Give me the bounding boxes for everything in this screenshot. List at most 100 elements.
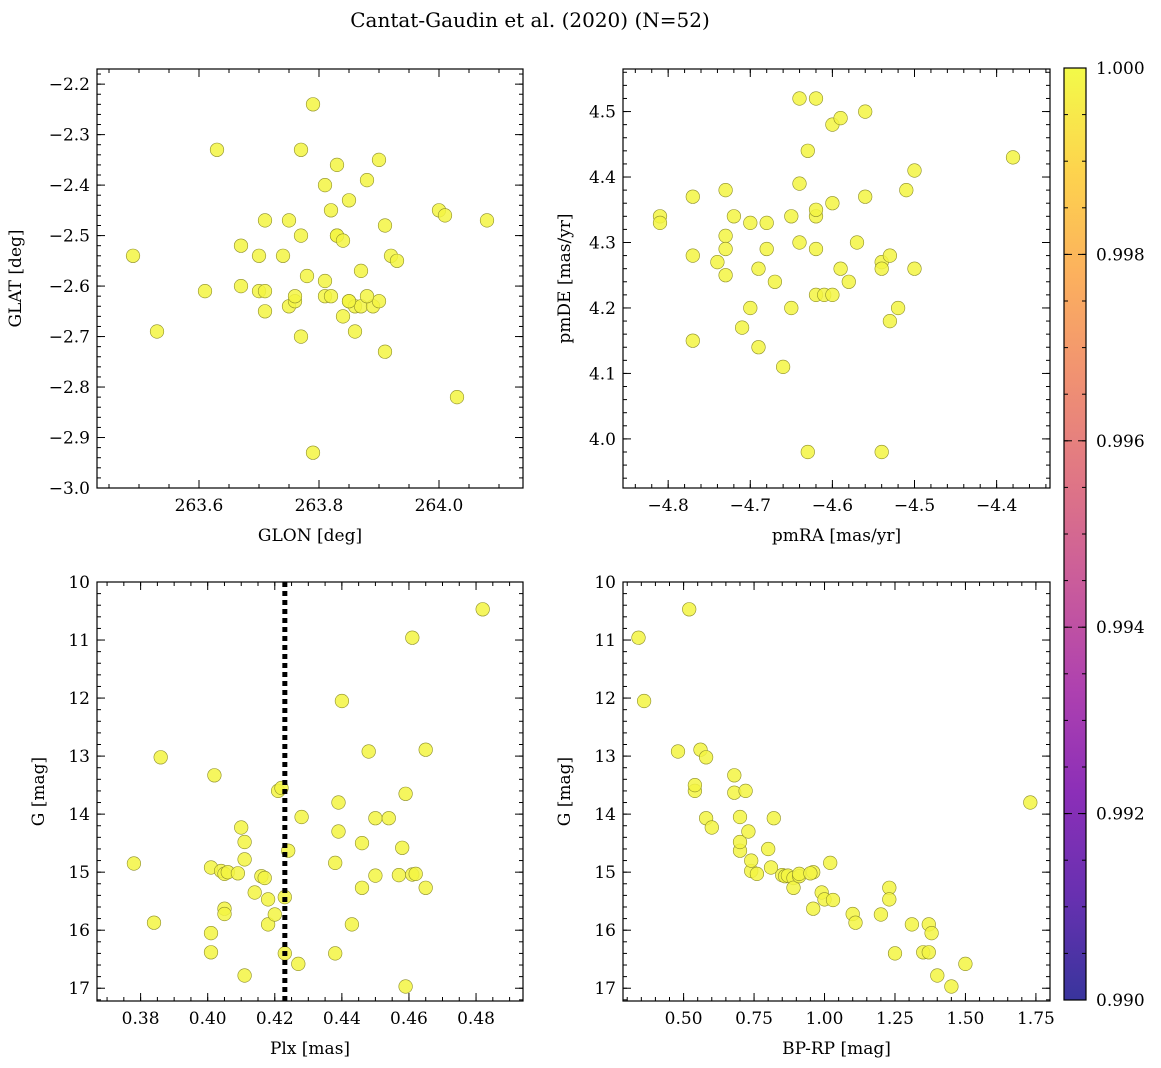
sky-ytick-label: −2.2 <box>49 75 90 95</box>
plx-point-35 <box>354 880 370 895</box>
pm-axes-frame <box>622 68 1051 489</box>
plx-point-28 <box>294 809 309 825</box>
pm-point-35 <box>825 196 840 211</box>
plx-point-30 <box>328 946 343 961</box>
sky-point-17 <box>293 228 309 243</box>
plots: 263.6 263.8 264.0 −3.0 −2.9 −2.8 −2.7 −2.6 −2.5 −… <box>6 68 1055 1059</box>
plx-ticks <box>97 581 523 1001</box>
pm-point-46 <box>882 314 898 329</box>
cmd-point-49 <box>1023 795 1038 810</box>
plx-axes-frame <box>96 581 524 1002</box>
pm-point-1 <box>652 215 668 230</box>
sky-point-11 <box>275 248 291 263</box>
plx-point-47 <box>418 742 433 757</box>
plx-panel: 0.38 0.40 0.42 0.44 0.46 0.48 10 11 12 13 14 15 16 17… <box>29 573 524 1059</box>
cmd-ylabel: G [mag] <box>555 757 575 826</box>
cmd-point-44 <box>921 945 936 960</box>
sky-point-4 <box>233 238 249 253</box>
cmd-point-5 <box>687 777 703 793</box>
plx-point-37 <box>368 868 383 883</box>
pm-xtick-label: −4.7 <box>730 496 771 516</box>
sky-ytick-label: −2.9 <box>49 429 90 449</box>
cmd-point-10 <box>727 768 742 783</box>
plx-xtick-label: 0.40 <box>189 1009 227 1029</box>
plx-point-45 <box>405 630 420 645</box>
sky-point-19 <box>299 268 315 284</box>
cmd-point-14 <box>732 809 748 825</box>
pm-point-39 <box>849 235 865 250</box>
pm-point-26 <box>800 444 815 460</box>
cmd-ticks <box>623 581 1051 1001</box>
cmd-xtick-label: 0.75 <box>735 1009 773 1029</box>
sky-point-38 <box>359 173 375 188</box>
colorbar-tick-label: 0.994 <box>1096 618 1145 638</box>
sky-point-15 <box>287 289 303 304</box>
plx-point-31 <box>331 824 346 839</box>
cmd-point-16 <box>741 824 756 839</box>
sky-point-40 <box>371 294 387 309</box>
cmd-point-19 <box>749 866 765 882</box>
pm-point-19 <box>775 359 791 375</box>
colorbar: 0.990 0.992 0.994 0.996 0.998 1.000 <box>1063 59 1145 1011</box>
sky-point-18 <box>293 142 309 157</box>
plx-ytick-label: 16 <box>68 921 90 941</box>
sky-ytick-label: −2.4 <box>49 176 90 196</box>
pm-point-28 <box>808 241 824 257</box>
pm-ytick-label: 4.1 <box>589 364 616 384</box>
pm-point-34 <box>825 287 840 303</box>
cmd-point-0 <box>631 630 646 645</box>
plx-point-12 <box>234 820 249 835</box>
colorbar-tick-label: 0.992 <box>1096 805 1145 825</box>
pm-panel: −4.8 −4.7 −4.6 −4.5 −4.4 4.0 4.1 4.2 4.3 4.4 4.5 pm… <box>555 68 1051 546</box>
plx-point-6 <box>207 768 222 783</box>
plx-point-29 <box>328 855 343 871</box>
cmd-xtick-label: 1.00 <box>806 1009 844 1029</box>
pm-point-38 <box>841 274 856 289</box>
sky-point-21 <box>305 445 321 460</box>
sky-point-37 <box>353 263 369 279</box>
sky-point-23 <box>317 273 333 289</box>
cmd-point-40 <box>887 946 903 961</box>
plx-point-13 <box>237 968 252 983</box>
sky-ytick-label: −2.5 <box>49 227 90 247</box>
plx-point-46 <box>408 866 423 882</box>
pm-ytick-label: 4.3 <box>589 233 616 253</box>
pm-xtick-label: −4.4 <box>976 496 1017 516</box>
plx-point-1 <box>146 915 162 930</box>
plx-point-40 <box>391 867 407 883</box>
cmd-point-8 <box>698 750 714 765</box>
cmd-point-36 <box>848 915 863 930</box>
cmd-point-22 <box>766 811 781 826</box>
cmd-ytick-label: 17 <box>594 979 616 999</box>
sky-point-48 <box>449 390 465 405</box>
sky-point-8 <box>257 304 273 319</box>
pm-point-24 <box>792 235 807 250</box>
sky-point-45 <box>389 253 405 268</box>
plx-point-32 <box>331 795 346 810</box>
sky-ytick-label: −2.3 <box>49 126 90 146</box>
plx-point-20 <box>261 892 276 907</box>
cmd-ytick-label: 16 <box>594 921 616 941</box>
sky-xtick-label: 264.0 <box>415 496 464 516</box>
sky-point-43 <box>377 218 393 233</box>
pm-point-9 <box>718 268 733 283</box>
colorbar-ticks: 0.990 0.992 0.994 0.996 0.998 1.000 <box>1064 59 1145 1011</box>
cmd-point-21 <box>763 860 779 875</box>
pm-point-41 <box>858 189 873 204</box>
sky-xtick-label: 263.8 <box>295 496 344 516</box>
plx-point-21 <box>267 907 282 922</box>
plx-point-38 <box>368 811 383 826</box>
cmd-ytick-label: 10 <box>594 573 616 593</box>
sky-point-10 <box>257 213 273 228</box>
plx-ytick-label: 12 <box>68 689 90 709</box>
pm-point-43 <box>874 261 889 276</box>
cmd-point-37 <box>873 907 889 922</box>
plx-point-4 <box>203 945 219 960</box>
sky-point-29 <box>329 157 345 172</box>
pm-point-21 <box>784 300 799 316</box>
plx-point-39 <box>381 811 396 826</box>
sky-point-2 <box>197 284 213 299</box>
pm-point-20 <box>784 209 799 224</box>
sky-point-50 <box>341 294 357 309</box>
pm-point-7 <box>718 228 733 243</box>
